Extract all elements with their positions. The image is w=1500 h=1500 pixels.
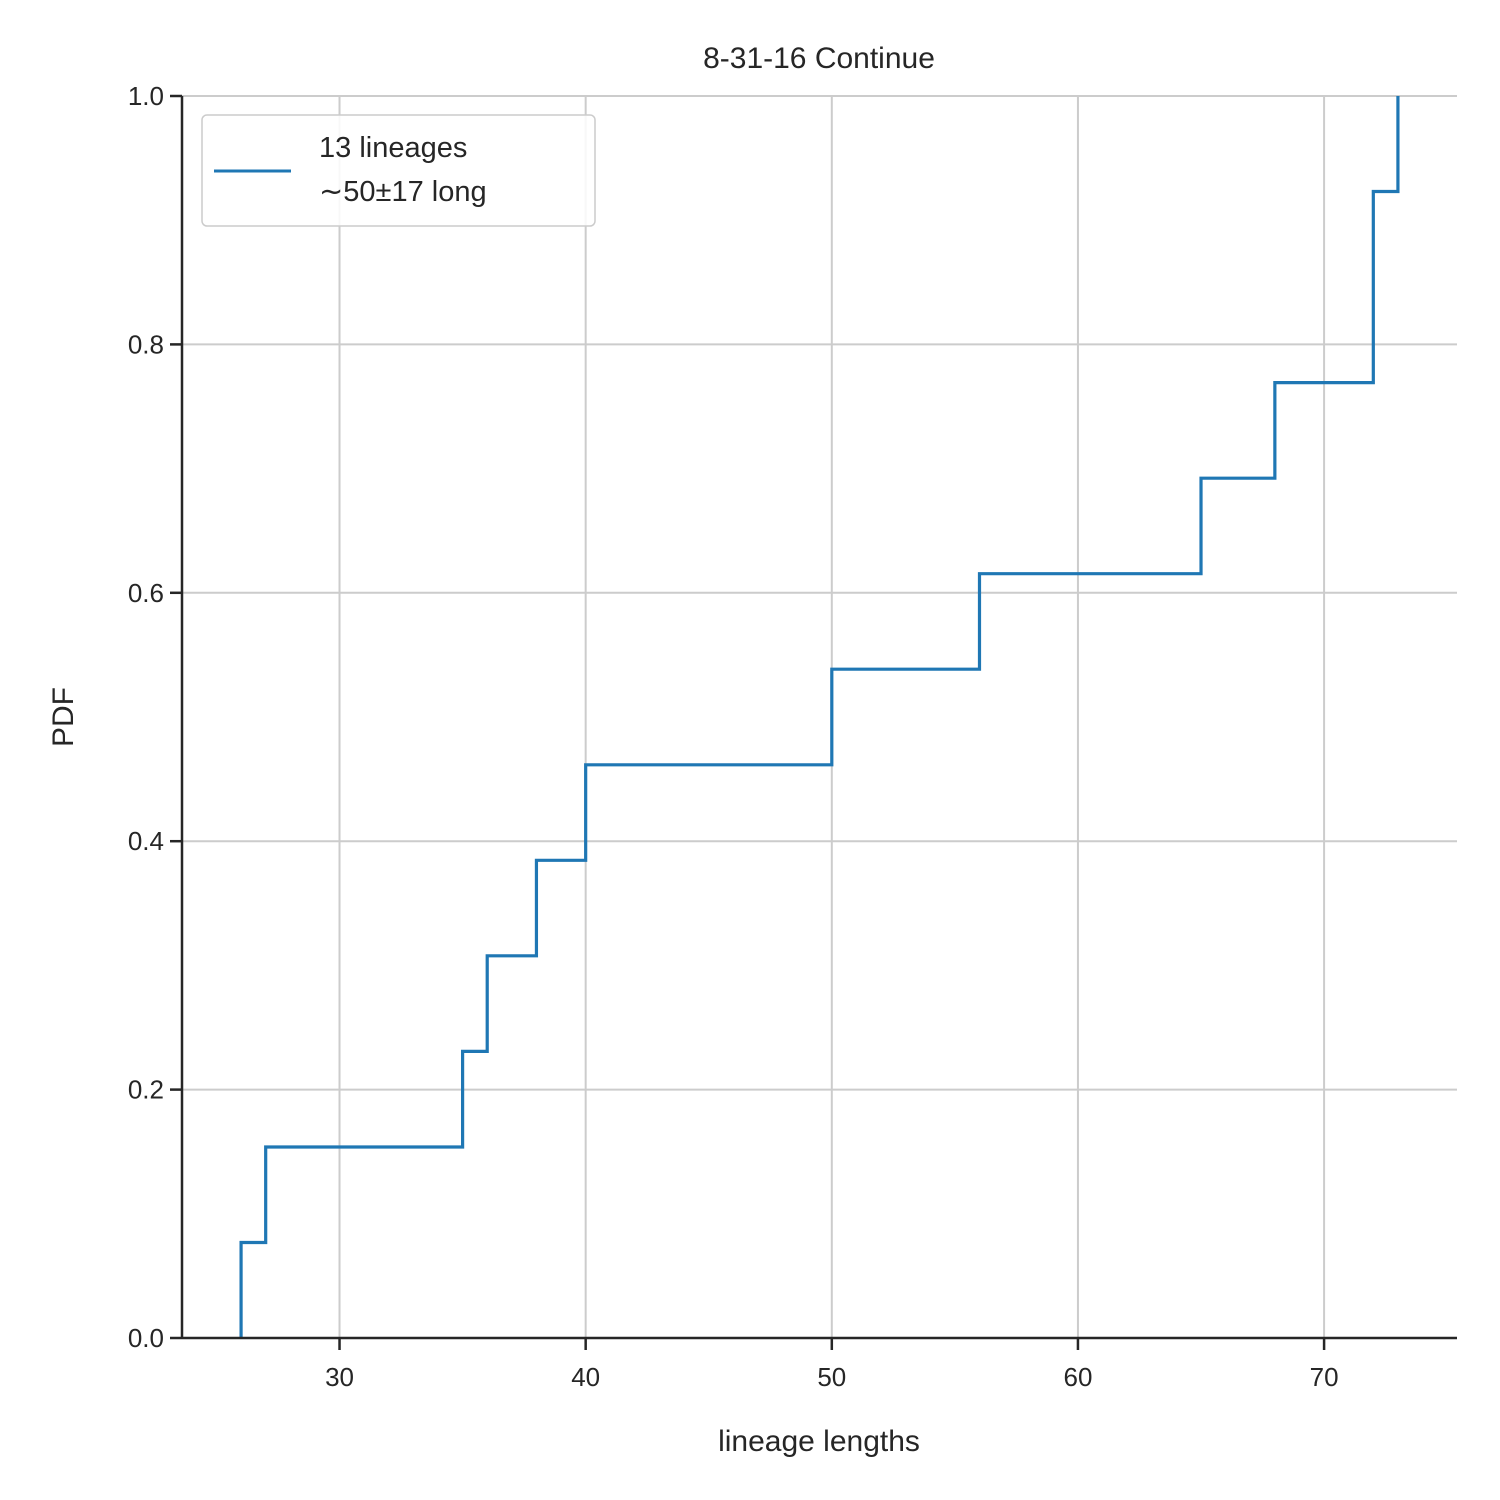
y-axis-label: PDF	[47, 687, 80, 747]
y-tick-label: 0.8	[128, 329, 164, 359]
chart-title: 8-31-16 Continue	[703, 42, 935, 75]
x-axis-label: lineage lengths	[718, 1425, 920, 1458]
legend-label-line2: ∼50±17 long	[319, 176, 487, 208]
x-ticks: 30 40 50 60 70	[325, 1338, 1339, 1392]
x-tick-label: 40	[571, 1362, 600, 1392]
legend-label-line1: 13 lineages	[319, 132, 467, 164]
legend-box	[201, 114, 596, 227]
y-tick-label: 0.0	[128, 1323, 164, 1353]
legend: 13 lineages ∼50±17 long	[201, 114, 596, 227]
x-tick-label: 70	[1310, 1362, 1339, 1392]
x-tick-label: 60	[1063, 1362, 1092, 1392]
y-tick-label: 1.0	[128, 81, 164, 111]
series-layer	[239, 96, 1400, 1338]
y-tick-label: 0.4	[128, 826, 164, 856]
axes	[180, 96, 1457, 1340]
y-tick-label: 0.2	[128, 1075, 164, 1105]
series-step-line	[239, 96, 1400, 1338]
x-tick-label: 50	[817, 1362, 846, 1392]
x-tick-label: 30	[325, 1362, 354, 1392]
y-tick-label: 0.6	[128, 578, 164, 608]
y-ticks: 0.0 0.2 0.4 0.6 0.8 1.0	[128, 81, 182, 1353]
